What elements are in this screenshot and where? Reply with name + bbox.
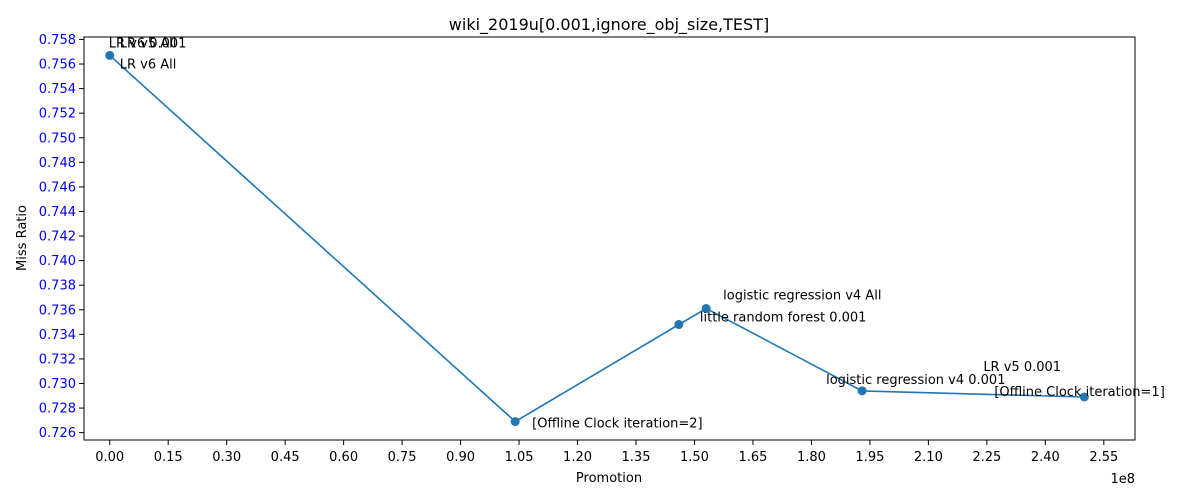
y-tick-label: 0.754 <box>39 82 76 97</box>
point-annotation: LR v5 All <box>120 36 177 51</box>
point-annotation: logistic regression v4 0.001 <box>826 373 1005 388</box>
x-tick-label: 2.40 <box>1031 450 1060 465</box>
point-annotation: LR v5 0.001 <box>983 360 1061 375</box>
y-tick-label: 0.730 <box>39 377 76 392</box>
y-tick-label: 0.738 <box>39 279 76 294</box>
y-tick-label: 0.732 <box>39 352 76 367</box>
y-tick-label: 0.734 <box>39 328 76 343</box>
series-line <box>109 54 1085 423</box>
y-tick-label: 0.726 <box>39 426 76 441</box>
y-tick-label: 0.750 <box>39 131 76 146</box>
data-point <box>857 386 867 396</box>
x-tick-label: 1.50 <box>680 450 709 465</box>
point-annotation: [Offline Clock iteration=2] <box>532 417 702 432</box>
x-tick-label: 0.45 <box>271 450 300 465</box>
y-tick-label: 0.740 <box>39 254 76 269</box>
x-axis-offset-label: 1e8 <box>1110 472 1135 487</box>
data-point <box>1079 392 1089 402</box>
x-tick-label: 1.80 <box>797 450 826 465</box>
x-tick-label: 0.60 <box>329 450 358 465</box>
y-tick-label: 0.744 <box>39 205 76 220</box>
point-annotation: LR v6 0.001 <box>109 36 187 51</box>
point-annotation: logistic regression v4 All <box>723 289 881 304</box>
data-point <box>701 304 711 314</box>
y-tick-label: 0.752 <box>39 107 76 122</box>
x-tick-label: 1.05 <box>505 450 534 465</box>
chart-title: wiki_2019u[0.001,ignore_obj_size,TEST] <box>449 15 769 35</box>
x-axis-label: Promotion <box>576 471 642 486</box>
x-tick-label: 1.95 <box>855 450 884 465</box>
y-tick-label: 0.756 <box>39 58 76 73</box>
plot-frame <box>83 36 1136 441</box>
y-tick-label: 0.758 <box>39 33 76 48</box>
point-annotation: little random forest 0.001 <box>700 311 867 326</box>
y-tick-label: 0.748 <box>39 156 76 171</box>
data-point <box>674 320 684 330</box>
x-tick-label: 1.65 <box>738 450 767 465</box>
x-tick-label: 0.30 <box>212 450 241 465</box>
x-tick-label: 1.35 <box>622 450 651 465</box>
y-tick-label: 0.746 <box>39 180 76 195</box>
x-tick-label: 2.25 <box>972 450 1001 465</box>
series-layer <box>105 50 1089 427</box>
x-axis: 0.00 0.15 0.30 0.45 0.60 0.75 0.90 1.05 1.20 1.35… <box>95 440 1118 465</box>
y-tick-label: 0.728 <box>39 402 76 417</box>
x-tick-label: 1.20 <box>563 450 592 465</box>
y-axis-label: Miss Ratio <box>15 205 30 271</box>
point-annotation: [Offline Clock iteration=1] <box>994 385 1164 400</box>
y-axis: 0.726 0.728 0.730 0.732 0.734 0.736 0.738 0.740… <box>39 33 84 441</box>
x-tick-label: 2.10 <box>914 450 943 465</box>
x-tick-label: 0.90 <box>446 450 475 465</box>
x-tick-label: 0.00 <box>95 450 124 465</box>
x-tick-label: 0.15 <box>154 450 183 465</box>
y-tick-label: 0.736 <box>39 303 76 318</box>
x-tick-label: 2.55 <box>1089 450 1118 465</box>
point-annotation: LR v6 All <box>120 57 177 72</box>
data-point <box>510 417 520 427</box>
data-point <box>105 50 115 60</box>
x-tick-label: 0.75 <box>388 450 417 465</box>
y-tick-label: 0.742 <box>39 230 76 245</box>
